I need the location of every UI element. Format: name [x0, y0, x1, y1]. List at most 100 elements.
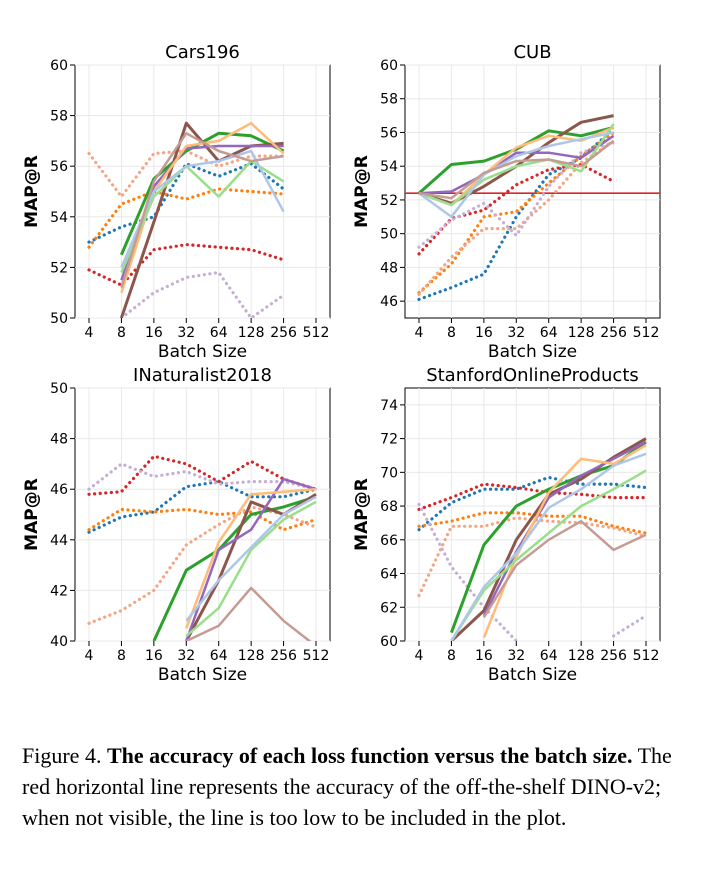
y-tick-label: 52	[50, 260, 68, 276]
series-dotted-orange	[417, 130, 616, 295]
x-tick-label: 256	[270, 648, 297, 664]
series-dotted-orange	[87, 187, 286, 249]
chart-3: 60 62 64 66 68 70 72 74 4 8 16 32 64 128 256 512 Stanfor…	[352, 365, 661, 685]
x-tick-label: 32	[177, 325, 195, 341]
chart-0: 50 52 54 56 58 60 4 8 16 32 64 128 256 512 Cars196 Batc…	[22, 42, 331, 362]
x-tick-label: 256	[600, 648, 627, 664]
series-dotted-light-purple	[119, 270, 286, 318]
series-dotted-light-red	[417, 516, 648, 598]
y-tick-label: 58	[380, 92, 398, 108]
y-tick-label: 60	[380, 58, 398, 74]
y-tick-label: 54	[50, 210, 68, 226]
y-tick-label: 50	[50, 311, 68, 327]
y-tick-label: 56	[380, 125, 398, 141]
x-tick-label: 8	[447, 648, 456, 664]
x-tick-label: 64	[210, 325, 228, 341]
x-tick-label: 512	[303, 325, 330, 341]
series-solid-tan	[482, 519, 647, 619]
x-tick-label: 64	[540, 325, 558, 341]
series-solid-purple	[482, 440, 647, 617]
y-tick-label: 54	[380, 159, 398, 175]
y-tick-label: 42	[50, 583, 68, 599]
series-dotted-red	[87, 454, 318, 496]
series-solid-purple	[185, 477, 317, 641]
x-tick-label: 8	[447, 325, 456, 341]
y-tick-label: 50	[380, 227, 398, 243]
chart-title: CUB	[513, 42, 551, 63]
y-axis-label: MAP@R	[352, 155, 372, 228]
y-tick-label: 52	[380, 193, 398, 209]
y-tick-label: 74	[380, 398, 398, 414]
x-tick-label: 128	[568, 325, 595, 341]
y-tick-label: 68	[380, 499, 398, 515]
y-tick-label: 40	[50, 634, 68, 650]
series-solid-light-orange	[482, 444, 647, 639]
y-axis-label: MAP@R	[22, 478, 42, 551]
series-dotted-light-red	[417, 139, 616, 296]
series-solid-green	[418, 125, 614, 195]
series-dotted-orange	[87, 507, 318, 532]
series-dotted-light-purple	[611, 614, 648, 638]
y-tick-label: 44	[50, 533, 68, 549]
y-tick-label: 60	[50, 58, 68, 74]
x-tick-label: 64	[210, 648, 228, 664]
x-tick-label: 512	[303, 648, 330, 664]
x-axis-label: Batch Size	[488, 342, 577, 362]
series-dotted-light-purple	[87, 462, 318, 491]
series-solid-tan	[120, 132, 284, 288]
x-axis-label: Batch Size	[158, 342, 247, 362]
x-tick-label: 8	[117, 325, 126, 341]
x-tick-label: 256	[270, 325, 297, 341]
caption-label: Figure 4.	[22, 743, 102, 768]
y-axis-label: MAP@R	[352, 478, 372, 551]
series-group	[87, 454, 318, 641]
x-tick-label: 16	[145, 325, 163, 341]
x-tick-label: 4	[415, 325, 424, 341]
x-tick-label: 16	[475, 648, 493, 664]
series-solid-light-blue	[185, 495, 317, 622]
y-tick-label: 60	[380, 634, 398, 650]
series-solid-light-green	[418, 123, 615, 207]
series-solid-light-blue	[418, 131, 614, 219]
series-dotted-blue	[87, 162, 286, 244]
x-tick-label: 128	[238, 325, 265, 341]
x-tick-label: 4	[85, 648, 94, 664]
series-dotted-light-purple	[417, 141, 616, 249]
series-solid-tan	[418, 139, 615, 200]
y-tick-label: 70	[380, 465, 398, 481]
x-tick-label: 128	[568, 648, 595, 664]
y-tick-label: 48	[50, 432, 68, 448]
series-dotted-red	[417, 162, 616, 256]
x-tick-label: 64	[540, 648, 558, 664]
series-solid-purple	[418, 134, 615, 195]
series-solid-light-green	[450, 469, 647, 641]
y-axis-label: MAP@R	[22, 155, 42, 228]
chart-title: INaturalist2018	[133, 365, 272, 386]
chart-title: StanfordOnlineProducts	[426, 365, 639, 386]
series-solid-light-orange	[185, 487, 317, 629]
series-group	[417, 437, 648, 641]
series-solid-light-green	[185, 500, 317, 637]
series-solid-light-blue	[450, 452, 647, 641]
x-tick-label: 8	[117, 648, 126, 664]
x-tick-label: 512	[633, 648, 660, 664]
series-group	[87, 121, 286, 318]
series-solid-light-green	[120, 159, 285, 273]
x-tick-label: 16	[145, 648, 163, 664]
x-tick-label: 32	[177, 648, 195, 664]
caption-bold: The accuracy of each loss function versu…	[106, 743, 633, 768]
series-solid-green	[152, 495, 317, 641]
x-tick-label: 4	[415, 648, 424, 664]
x-tick-label: 256	[600, 325, 627, 341]
x-tick-label: 128	[238, 648, 265, 664]
series-dotted-red	[417, 482, 648, 511]
y-tick-label: 66	[380, 533, 398, 549]
x-tick-label: 16	[475, 325, 493, 341]
y-tick-label: 46	[50, 482, 68, 498]
y-tick-label: 46	[380, 294, 398, 310]
series-dotted-orange	[417, 511, 648, 535]
y-tick-label: 50	[50, 381, 68, 397]
